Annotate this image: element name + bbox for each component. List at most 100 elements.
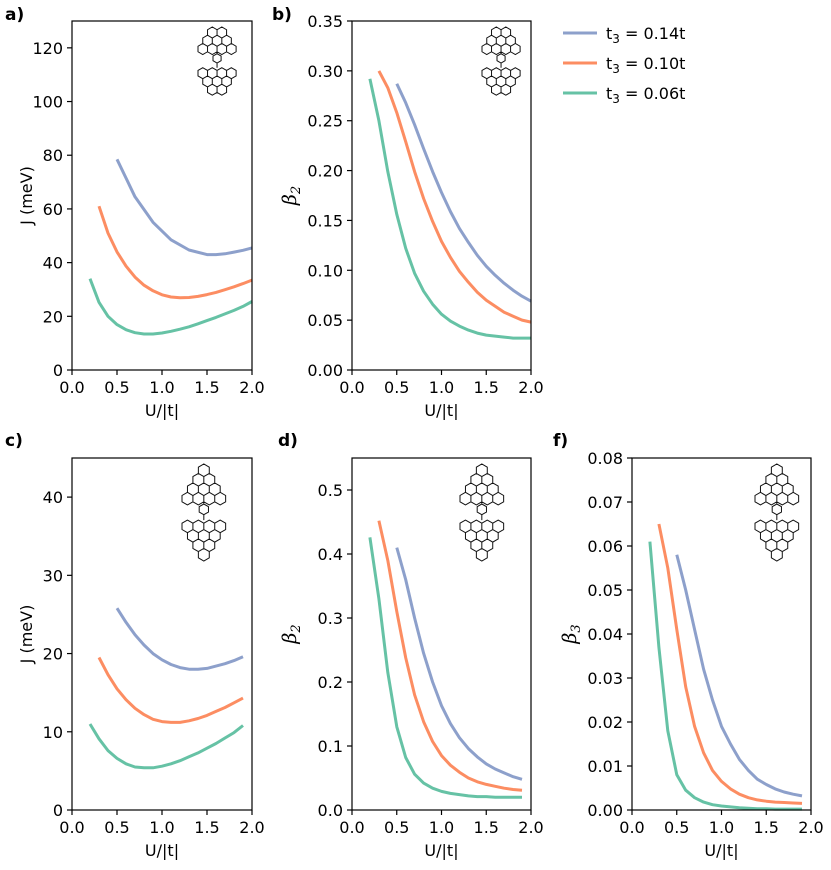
x-tick-label: 1.0 bbox=[709, 818, 734, 837]
series-line-t3_010 bbox=[657, 523, 803, 805]
x-axis-label: U/|t| bbox=[704, 841, 738, 860]
y-tick-label: 0.03 bbox=[587, 669, 623, 688]
x-tick-label: 2.0 bbox=[798, 818, 823, 837]
y-tick-label: 0.25 bbox=[307, 112, 343, 131]
y-tick-label: 0.05 bbox=[307, 311, 343, 330]
y-tick-label: 0.5 bbox=[318, 481, 343, 500]
y-tick-label: 0.0 bbox=[318, 801, 343, 820]
panel-tag: f) bbox=[553, 431, 568, 451]
x-tick-label: 1.0 bbox=[429, 378, 454, 397]
series-line-t3_006 bbox=[88, 723, 244, 770]
y-tick-label: 80 bbox=[43, 146, 63, 165]
series-line-t3_010 bbox=[97, 205, 253, 300]
y-axis-label-symbol: β bbox=[279, 633, 301, 645]
panel-tag: d) bbox=[278, 431, 298, 451]
y-tick-label: 0.20 bbox=[307, 162, 343, 181]
y-tick-label: 0.35 bbox=[307, 12, 343, 31]
y-tick-label: 0.30 bbox=[307, 62, 343, 81]
molecule-icon bbox=[181, 463, 227, 562]
series-line-t3_006 bbox=[368, 78, 531, 340]
y-tick-label: 0.4 bbox=[318, 545, 343, 564]
x-axis-label: U/|t| bbox=[424, 401, 458, 420]
y-axis-label-symbol: β bbox=[559, 633, 581, 645]
y-tick-label: 20 bbox=[43, 645, 63, 664]
legend-entry: t3 = 0.10t bbox=[563, 54, 685, 76]
series-line-t3_014 bbox=[395, 83, 532, 303]
y-tick-label: 0.07 bbox=[587, 493, 623, 512]
y-tick-label: 20 bbox=[43, 307, 63, 326]
y-axis-label-subscript: 2 bbox=[289, 186, 304, 195]
x-tick-label: 0.0 bbox=[339, 818, 364, 837]
axes-frame bbox=[71, 20, 253, 371]
y-tick-label: 40 bbox=[43, 488, 63, 507]
x-axis-label: U/|t| bbox=[145, 841, 179, 860]
x-tick-label: 0.5 bbox=[384, 378, 409, 397]
x-tick-label: 0.5 bbox=[664, 818, 689, 837]
series-line-t3_010 bbox=[97, 656, 244, 724]
y-tick-label: 0.01 bbox=[587, 757, 623, 776]
x-tick-label: 1.0 bbox=[149, 818, 174, 837]
x-tick-label: 1.5 bbox=[194, 818, 219, 837]
panel-d: 0.0 0.5 1.0 1.5 2.0 0.0 0.1 0.2 0.3 0.4 0.5 U/|t| β2… bbox=[278, 431, 544, 860]
x-tick-label: 2.0 bbox=[239, 818, 264, 837]
y-axis-label-subscript: 3 bbox=[569, 624, 584, 632]
x-tick-label: 2.0 bbox=[239, 378, 264, 397]
panel-b: 0.0 0.5 1.0 1.5 2.0 0.00 0.05 0.10 0.15 0.20 0.25 0… bbox=[272, 5, 544, 420]
y-tick-label: 0.06 bbox=[587, 537, 623, 556]
x-tick-label: 1.0 bbox=[429, 818, 454, 837]
y-tick-label: 0 bbox=[53, 361, 63, 380]
y-tick-label: 0.00 bbox=[307, 361, 343, 380]
legend-entry: t3 = 0.06t bbox=[563, 84, 685, 106]
x-tick-label: 1.5 bbox=[474, 818, 499, 837]
series-line-t3_006 bbox=[88, 278, 253, 336]
legend-label: t3 = 0.06t bbox=[606, 84, 685, 106]
panel-tag: b) bbox=[272, 5, 292, 25]
legend-entry: t3 = 0.14t bbox=[563, 24, 685, 46]
series-line-t3_014 bbox=[395, 547, 523, 781]
molecule-icon bbox=[754, 463, 800, 562]
panel-a: 0.0 0.5 1.0 1.5 2.0 0 20 40 60 80 100 120 U/|t| J (me… bbox=[5, 5, 265, 420]
y-tick-label: 0.08 bbox=[587, 449, 623, 468]
panel-tag: c) bbox=[5, 431, 23, 451]
y-axis-label-symbol: β bbox=[279, 194, 301, 206]
y-tick-label: 120 bbox=[32, 39, 63, 58]
y-tick-label: 100 bbox=[32, 93, 63, 112]
y-tick-label: 0 bbox=[53, 801, 63, 820]
x-tick-label: 1.5 bbox=[754, 818, 779, 837]
x-tick-label: 0.0 bbox=[59, 818, 84, 837]
y-tick-label: 10 bbox=[43, 723, 63, 742]
x-tick-label: 1.0 bbox=[149, 378, 174, 397]
panel-tag: a) bbox=[5, 5, 24, 25]
x-axis-label: U/|t| bbox=[424, 841, 458, 860]
y-tick-label: 0.10 bbox=[307, 261, 343, 280]
y-tick-label: 0.3 bbox=[318, 609, 343, 628]
y-tick-label: 0.05 bbox=[587, 581, 623, 600]
y-axis-label: β3 bbox=[559, 624, 584, 644]
x-axis-label: U/|t| bbox=[145, 401, 179, 420]
series-line-t3_006 bbox=[368, 537, 522, 799]
series-line-t3_006 bbox=[648, 541, 802, 811]
y-tick-label: 30 bbox=[43, 566, 63, 585]
y-tick-label: 0.15 bbox=[307, 211, 343, 230]
molecule-icon bbox=[197, 26, 237, 96]
y-axis-label: J (meV) bbox=[17, 166, 36, 226]
x-tick-label: 0.0 bbox=[59, 378, 84, 397]
x-tick-label: 0.5 bbox=[384, 818, 409, 837]
series-line-t3_014 bbox=[115, 158, 253, 257]
y-tick-label: 40 bbox=[43, 254, 63, 273]
molecule-icon bbox=[459, 463, 505, 562]
legend-label: t3 = 0.10t bbox=[606, 54, 685, 76]
x-tick-label: 1.5 bbox=[474, 378, 499, 397]
x-tick-label: 0.0 bbox=[339, 378, 364, 397]
x-tick-label: 2.0 bbox=[518, 818, 543, 837]
x-tick-label: 1.5 bbox=[194, 378, 219, 397]
panel-c: 0.0 0.5 1.0 1.5 2.0 0 10 20 30 40 U/|t| J (meV) c) bbox=[5, 431, 265, 860]
y-axis-label: β2 bbox=[279, 624, 304, 644]
x-tick-label: 0.5 bbox=[104, 818, 129, 837]
series-line-t3_014 bbox=[115, 607, 244, 671]
y-axis-label: β2 bbox=[279, 186, 304, 206]
x-tick-label: 0.5 bbox=[104, 378, 129, 397]
series-line-t3_010 bbox=[377, 520, 523, 792]
x-tick-label: 2.0 bbox=[518, 378, 543, 397]
